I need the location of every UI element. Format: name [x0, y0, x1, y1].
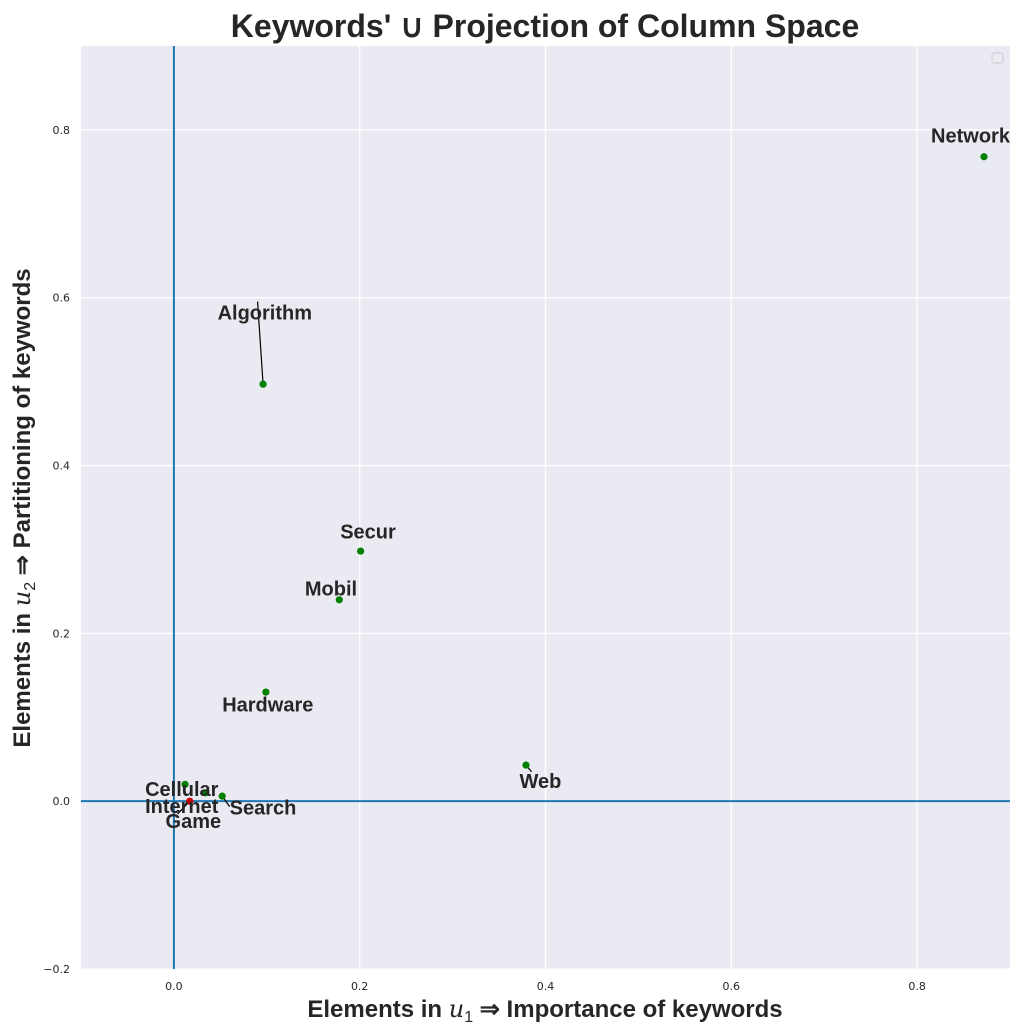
- point-secur: [357, 547, 365, 555]
- point-label-cellular: Cellular: [145, 779, 219, 801]
- point-label-algorithm: Algorithm: [218, 303, 312, 325]
- point-mobil: [335, 596, 343, 604]
- x-tick-label: 0.0: [165, 980, 183, 993]
- x-tick-label: 0.8: [908, 980, 926, 993]
- y-tick-label: 0.0: [53, 795, 71, 808]
- point-label-secur: Secur: [340, 522, 396, 544]
- point-label-network: Network: [931, 125, 1011, 147]
- y-tick-label: 0.6: [53, 292, 71, 305]
- y-tick-labels: −0.2 0.0 0.2 0.4 0.6 0.8: [43, 124, 70, 976]
- x-tick-label: 0.4: [537, 980, 555, 993]
- x-tick-labels: 0.0 0.2 0.4 0.6 0.8: [165, 980, 926, 993]
- leader-line-algorithm: [256, 301, 264, 385]
- point-label-hardware: Hardware: [222, 694, 313, 716]
- point-label-game: Game: [166, 811, 222, 833]
- y-axis-label: Elements in u2 ⇒ Partitioning of keyword…: [8, 268, 39, 747]
- point-label-search: Search: [230, 798, 297, 820]
- legend-box: [991, 52, 1004, 64]
- point-cellular: [181, 780, 189, 789]
- point-label-mobil: Mobil: [305, 579, 357, 601]
- point-search: [218, 792, 226, 800]
- point-internet: [201, 789, 210, 797]
- x-tick-label: 0.6: [723, 980, 741, 993]
- point-label-web: Web: [519, 771, 561, 793]
- x-tick-label: 0.2: [351, 980, 369, 993]
- reference-lines: [81, 46, 1010, 969]
- point-labels: Network Algorithm Secur Mobil Hardware Web Cel…: [145, 125, 1011, 833]
- y-tick-label: 0.4: [53, 460, 71, 473]
- point-algorithm: [259, 380, 267, 388]
- y-tick-label: 0.2: [53, 627, 71, 640]
- point-hardware: [262, 688, 270, 696]
- point-label-internet: Internet: [145, 796, 219, 818]
- x-axis-label: Elements in u1 ⇒ Importance of keywords: [307, 995, 782, 1026]
- grid-lines: [81, 46, 1010, 970]
- y-tick-label: 0.8: [53, 124, 71, 137]
- y-tick-label: −0.2: [43, 963, 70, 976]
- point-web: [522, 761, 530, 769]
- point-game: [186, 797, 194, 805]
- point-network: [980, 153, 988, 161]
- data-points: [181, 153, 988, 805]
- chart-title: Keywords' ∪ Projection of Column Space: [231, 8, 859, 44]
